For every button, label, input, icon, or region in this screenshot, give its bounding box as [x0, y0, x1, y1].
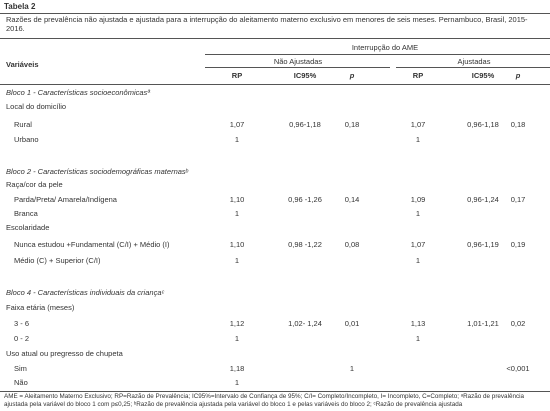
- row-label: Uso atual ou pregresso de chupeta: [6, 349, 123, 358]
- cell: 1,07: [229, 120, 245, 129]
- row-label: Médio (C) + Superior (C/I): [14, 256, 101, 265]
- rule: [396, 67, 550, 68]
- cell: 1,13: [410, 319, 426, 328]
- cell: 0,02: [510, 319, 526, 328]
- row-label: Nunca estudou +Fundamental (C/I) + Médio…: [14, 240, 170, 249]
- cell: 1: [234, 334, 240, 343]
- rule: [205, 67, 390, 68]
- cell: 1: [234, 209, 240, 218]
- cell: 1,02- 1,24: [288, 319, 322, 328]
- cell: 1: [415, 209, 421, 218]
- row-label: Escolaridade: [6, 223, 50, 232]
- cell: 1: [234, 256, 240, 265]
- column-header: p: [349, 71, 355, 80]
- cell: 0,18: [344, 120, 360, 129]
- cell: 0,96 -1,26: [288, 195, 322, 204]
- cell: 0,96-1,18: [467, 120, 499, 129]
- row-label: Rural: [14, 120, 32, 129]
- table-title: Tabela 2: [4, 2, 36, 11]
- cell: 0,01: [344, 319, 360, 328]
- subgroup-header: Não Ajustadas: [273, 57, 323, 66]
- row-header: Variáveis: [6, 60, 39, 69]
- column-header: RP: [412, 71, 424, 80]
- rule: [0, 13, 550, 14]
- cell: 0,98 -1,22: [288, 240, 322, 249]
- cell: <0,001: [506, 364, 530, 373]
- cell: 1,09: [410, 195, 426, 204]
- cell: 0,14: [344, 195, 360, 204]
- row-label: Bloco 4 - Características individuais da…: [6, 288, 165, 297]
- row-label: 0 - 2: [14, 334, 30, 343]
- cell: 0,08: [344, 240, 360, 249]
- footnote: AME = Aleitamento Materno Exclusivo; RP=…: [4, 393, 525, 408]
- cell: 1,18: [229, 364, 245, 373]
- cell: 1,12: [229, 319, 245, 328]
- cell: 1: [349, 364, 355, 373]
- rule: [205, 54, 550, 55]
- cell: 0,18: [510, 120, 526, 129]
- row-label: Faixa etária (meses): [6, 303, 75, 312]
- cell: 1: [415, 334, 421, 343]
- column-header: IC95%: [293, 71, 317, 80]
- row-label: Local do domicílio: [6, 102, 67, 111]
- cell: 1,10: [229, 195, 245, 204]
- column-header: p: [515, 71, 521, 80]
- cell: 0,96-1,24: [467, 195, 499, 204]
- row-label: Parda/Preta/ Amarela/Indígena: [14, 195, 117, 204]
- row-label: Branca: [14, 209, 38, 218]
- subgroup-header: Ajustadas: [457, 57, 491, 66]
- row-label: 3 - 6: [14, 319, 30, 328]
- column-header: RP: [231, 71, 243, 80]
- cell: 1,07: [410, 240, 426, 249]
- cell: 1: [234, 378, 240, 387]
- row-label: Sim: [14, 364, 27, 373]
- cell: 1: [415, 135, 421, 144]
- cell: 0,19: [510, 240, 526, 249]
- row-label: Bloco 2 - Características sociodemográfi…: [6, 167, 188, 176]
- cell: 0,96-1,18: [289, 120, 321, 129]
- row-label: Urbano: [14, 135, 39, 144]
- cell: 1,01-1,21: [467, 319, 499, 328]
- group-header: Interrupção do AME: [351, 43, 419, 52]
- row-label: Bloco 1 - Características socioeconômica…: [6, 88, 151, 97]
- cell: 1,07: [410, 120, 426, 129]
- cell: 1: [234, 135, 240, 144]
- row-label: Não: [14, 378, 28, 387]
- column-header: IC95%: [471, 71, 495, 80]
- rule: [0, 38, 550, 39]
- caption: Razões de prevalência não ajustada e aju…: [6, 15, 528, 33]
- rule: [0, 84, 550, 85]
- row-label: Raça/cor da pele: [6, 180, 63, 189]
- cell: 1,10: [229, 240, 245, 249]
- cell: 1: [415, 256, 421, 265]
- rule: [0, 391, 550, 392]
- cell: 0,96-1,19: [467, 240, 499, 249]
- cell: 0,17: [510, 195, 526, 204]
